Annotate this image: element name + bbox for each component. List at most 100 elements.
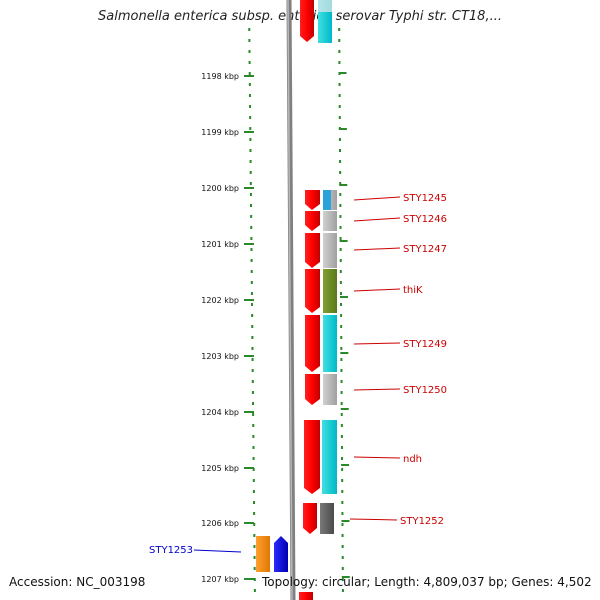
tick-label: 1201 kbp xyxy=(201,240,239,249)
cog-block-STY1246 xyxy=(323,211,337,231)
guide-dot xyxy=(252,413,255,416)
leader-thiK xyxy=(353,288,401,292)
guide-dot xyxy=(250,259,253,262)
guide-dot xyxy=(251,347,254,350)
partial-gene-top[interactable] xyxy=(300,0,314,42)
guide-dot xyxy=(249,149,252,152)
guide-dot xyxy=(250,270,253,273)
partial-gene-bottom xyxy=(299,592,313,600)
guide-dot xyxy=(251,369,254,372)
guide-tick xyxy=(341,464,350,466)
guide-tick xyxy=(339,240,348,242)
guide-dot xyxy=(252,457,255,460)
gene-arrow-STY1253[interactable] xyxy=(274,536,288,572)
guide-dot xyxy=(253,589,256,592)
gene-arrow-STY1249[interactable] xyxy=(305,315,320,372)
tick-label: 1202 kbp xyxy=(201,296,239,305)
guide-tick xyxy=(341,576,350,578)
guide-dot xyxy=(341,512,344,515)
gene-label[interactable]: STY1249 xyxy=(403,339,447,350)
guide-dot xyxy=(339,160,342,163)
guide-dot xyxy=(253,578,256,581)
gene-arrow-STY1250[interactable] xyxy=(305,374,320,405)
guide-dot xyxy=(251,314,254,317)
guide-dot xyxy=(340,402,343,405)
guide-tick xyxy=(341,520,350,522)
gene-labels: STY1245 STY1246 STY1247 thiK STY1249 STY… xyxy=(149,193,447,556)
guide-dot xyxy=(338,94,341,97)
guide-dot xyxy=(250,292,253,295)
gene-arrow-STY1245[interactable] xyxy=(305,190,320,210)
gene-arrow-STY1246[interactable] xyxy=(305,211,320,231)
guide-dot xyxy=(341,578,344,581)
guide-dot xyxy=(340,424,343,427)
gene-label[interactable]: STY1245 xyxy=(403,193,447,204)
guide-dot xyxy=(338,149,341,152)
guide-dot xyxy=(253,545,256,548)
guide-dot xyxy=(252,446,255,449)
gene-label[interactable]: STY1250 xyxy=(403,385,447,396)
guide-dot xyxy=(338,83,341,86)
summary-text: Topology: circular; Length: 4,809,037 bp… xyxy=(262,575,592,589)
guide-dot xyxy=(249,127,252,130)
guide-dot xyxy=(248,61,251,64)
guide-dot xyxy=(253,523,256,526)
guide-dot xyxy=(251,358,254,361)
guide-tick xyxy=(340,408,349,410)
guide-dot xyxy=(339,226,342,229)
guide-dot xyxy=(339,292,342,295)
guide-dot xyxy=(340,336,343,339)
gene-arrow-thiK[interactable] xyxy=(305,269,320,313)
backbone-highlight xyxy=(287,0,293,600)
guide-dot xyxy=(341,534,344,537)
guide-dot xyxy=(338,50,341,53)
guide-dot xyxy=(341,501,344,504)
gene-arrow-STY1247[interactable] xyxy=(305,233,320,268)
tick-label: 1207 kbp xyxy=(201,575,239,584)
guide-dot xyxy=(251,325,254,328)
tick-label: 1200 kbp xyxy=(201,184,239,193)
guide-dot xyxy=(250,248,253,251)
guide-dot xyxy=(341,457,344,460)
gene-label[interactable]: STY1246 xyxy=(403,214,447,225)
guide-dot xyxy=(339,215,342,218)
guide-dot xyxy=(252,424,255,427)
leader-STY1246 xyxy=(353,217,401,222)
cog-block-STY1249 xyxy=(323,315,337,372)
cog-block-STY1245-blue xyxy=(323,190,331,210)
guide-dot xyxy=(339,281,342,284)
gene-arrow-ndh[interactable] xyxy=(304,420,320,494)
guide-dot xyxy=(338,138,341,141)
cog-block-STY1250 xyxy=(323,374,337,405)
gene-label[interactable]: STY1247 xyxy=(403,244,447,255)
guide-dot xyxy=(340,413,343,416)
gene-label[interactable]: STY1252 xyxy=(400,516,444,527)
scale-labels: 1198 kbp 1199 kbp 1200 kbp 1201 kbp 1202… xyxy=(201,72,239,584)
guide-dot xyxy=(250,237,253,240)
gene-label[interactable]: thiK xyxy=(403,285,423,296)
guide-dot xyxy=(341,490,344,493)
gene-label[interactable]: STY1253 xyxy=(149,545,193,556)
right-dotted-guide xyxy=(338,28,350,592)
gene-label[interactable]: ndh xyxy=(403,454,422,465)
guide-dot xyxy=(341,556,344,559)
tick-label: 1205 kbp xyxy=(201,464,239,473)
guide-tick xyxy=(340,352,349,354)
guide-tick xyxy=(338,128,347,130)
guide-dot xyxy=(250,204,253,207)
gene-arrow-STY1252[interactable] xyxy=(303,503,317,534)
backbone-arc xyxy=(286,0,296,600)
guide-dot xyxy=(338,39,341,42)
guide-dot xyxy=(249,171,252,174)
leader-STY1245 xyxy=(353,196,401,201)
partial-cog-top-light xyxy=(318,0,332,12)
guide-dot xyxy=(341,523,344,526)
guide-dot xyxy=(340,391,343,394)
map-title: Salmonella enterica subsp. enterica sero… xyxy=(98,9,502,24)
guide-dot xyxy=(338,116,341,119)
leader-ndh xyxy=(353,456,401,459)
guide-dot xyxy=(253,512,256,515)
guide-dot xyxy=(250,281,253,284)
cog-block-STY1252 xyxy=(320,503,334,534)
guide-dot xyxy=(339,270,342,273)
